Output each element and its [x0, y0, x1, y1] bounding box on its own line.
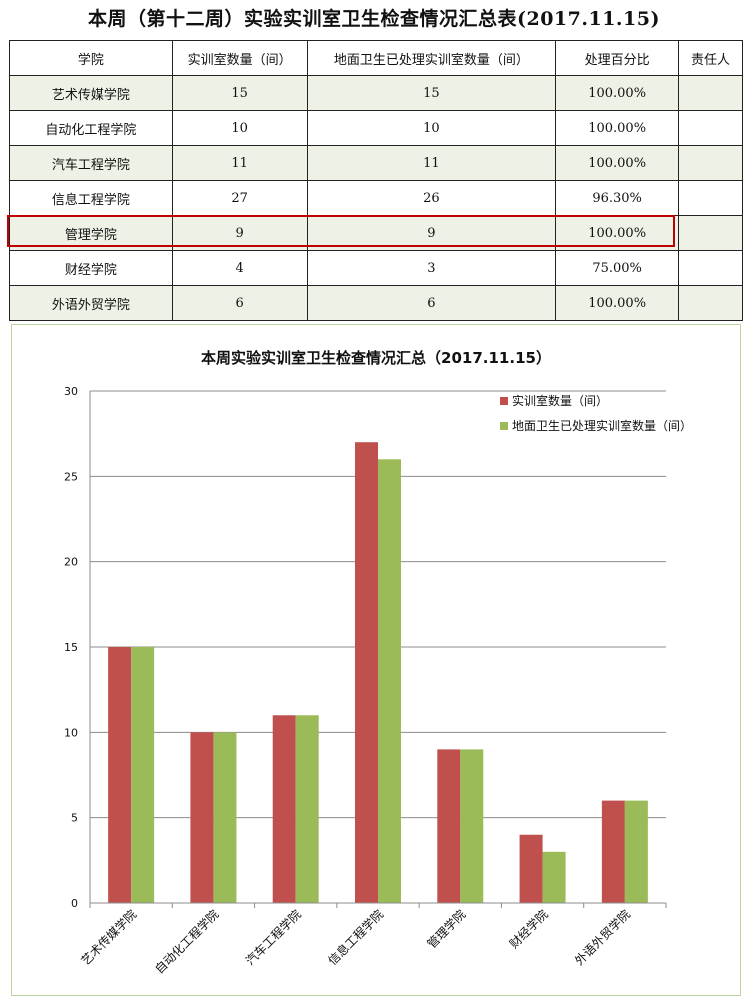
table-row-highlighted: 管理学院 9 9 100.00%	[9, 215, 743, 251]
x-tick-label: 财经学院	[506, 907, 551, 952]
cell-cleaned: 15	[306, 75, 557, 111]
bar-cleaned	[378, 459, 401, 903]
cell-college: 自动化工程学院	[9, 110, 173, 146]
cell-rooms: 4	[171, 250, 308, 286]
bar-rooms	[601, 800, 625, 903]
y-tick-label: 5	[71, 812, 78, 825]
page-title: 本周（第十二周）实验实训室卫生检查情况汇总表(2017.11.15)	[88, 8, 660, 30]
table-row: 财经学院 4 3 75.00%	[9, 250, 743, 286]
table-row: 汽车工程学院 11 11 100.00%	[9, 145, 743, 181]
cell-rooms: 10	[171, 110, 308, 146]
cell-owner	[678, 110, 743, 146]
bar-chart: 本周实验实训室卫生检查情况汇总（2017.11.15） 0 5 10 15 20 25 30…	[64, 349, 692, 977]
legend-swatch	[500, 422, 508, 430]
cell-cleaned: 11	[306, 145, 557, 181]
bar-rooms	[437, 749, 461, 903]
cell-college: 财经学院	[9, 250, 173, 286]
cell-cleaned: 6	[306, 285, 557, 321]
chart-title: 本周实验实训室卫生检查情况汇总（2017.11.15）	[201, 349, 551, 367]
cell-college: 汽车工程学院	[9, 145, 173, 181]
bar-cleaned	[460, 749, 484, 903]
cell-cleaned: 9	[306, 215, 557, 251]
column-header-owner: 责任人	[678, 40, 743, 76]
legend-label: 地面卫生已处理实训室数量（间）	[512, 418, 692, 433]
column-header-cleaned: 地面卫生已处理实训室数量（间）	[306, 40, 557, 76]
x-tick-label: 自动化工程学院	[152, 907, 222, 977]
cell-college: 外语外贸学院	[9, 285, 173, 321]
x-tick-label: 信息工程学院	[325, 907, 387, 969]
cell-owner	[678, 215, 743, 251]
cell-rooms: 11	[171, 145, 308, 181]
cell-rooms: 15	[171, 75, 308, 111]
y-tick-label: 30	[64, 385, 78, 398]
cell-owner	[678, 285, 743, 321]
cell-percent: 96.30%	[555, 180, 680, 216]
cell-cleaned: 3	[306, 250, 557, 286]
summary-table: 学院 实训室数量（间） 地面卫生已处理实训室数量（间） 处理百分比 责任人 艺术…	[9, 40, 743, 321]
cell-rooms: 9	[171, 215, 308, 251]
bar-rooms	[190, 732, 214, 903]
cell-college: 艺术传媒学院	[9, 75, 173, 111]
cell-rooms: 6	[171, 285, 308, 321]
y-tick-label: 15	[64, 641, 78, 654]
x-tick-label: 艺术传媒学院	[78, 907, 140, 969]
bar-rooms	[108, 647, 132, 903]
cell-percent: 100.00%	[555, 215, 680, 251]
cell-college: 信息工程学院	[9, 180, 173, 216]
cell-percent: 100.00%	[555, 285, 680, 321]
legend-label: 实训室数量（间）	[512, 393, 608, 408]
bar-cleaned	[542, 851, 566, 903]
y-tick-label: 20	[64, 556, 78, 569]
x-tick-label: 外语外贸学院	[571, 907, 633, 969]
y-tick-label: 10	[64, 726, 78, 739]
cell-owner	[678, 145, 743, 181]
column-header-rooms: 实训室数量（间）	[171, 40, 308, 76]
bar-cleaned	[624, 800, 648, 903]
y-tick-label: 25	[64, 470, 78, 483]
cell-college: 管理学院	[9, 215, 173, 251]
cell-percent: 75.00%	[555, 250, 680, 286]
table-row: 外语外贸学院 6 6 100.00%	[9, 285, 743, 321]
cell-cleaned: 10	[306, 110, 557, 146]
legend-swatch	[500, 397, 508, 405]
x-tick-label: 管理学院	[424, 907, 469, 952]
column-header-percent: 处理百分比	[555, 40, 680, 76]
cell-percent: 100.00%	[555, 145, 680, 181]
column-header-college: 学院	[9, 40, 173, 76]
cell-rooms: 27	[171, 180, 308, 216]
bar-rooms	[272, 715, 296, 903]
bar-rooms	[355, 442, 378, 903]
cell-percent: 100.00%	[555, 75, 680, 111]
cell-cleaned: 26	[306, 180, 557, 216]
x-tick-label: 汽车工程学院	[242, 907, 304, 969]
bar-cleaned	[295, 715, 319, 903]
chart-container: 本周实验实训室卫生检查情况汇总（2017.11.15） 0 5 10 15 20 25 30…	[11, 324, 741, 996]
table-row: 自动化工程学院 10 10 100.00%	[9, 110, 743, 146]
table-header-row: 学院 实训室数量（间） 地面卫生已处理实训室数量（间） 处理百分比 责任人	[9, 40, 743, 76]
cell-owner	[678, 180, 743, 216]
table-row: 艺术传媒学院 15 15 100.00%	[9, 75, 743, 111]
bar-cleaned	[131, 647, 155, 903]
table-row: 信息工程学院 27 26 96.30%	[9, 180, 743, 216]
cell-percent: 100.00%	[555, 110, 680, 146]
y-tick-label: 0	[71, 897, 78, 910]
cell-owner	[678, 250, 743, 286]
cell-owner	[678, 75, 743, 111]
bar-cleaned	[213, 732, 237, 903]
bar-rooms	[519, 834, 543, 903]
